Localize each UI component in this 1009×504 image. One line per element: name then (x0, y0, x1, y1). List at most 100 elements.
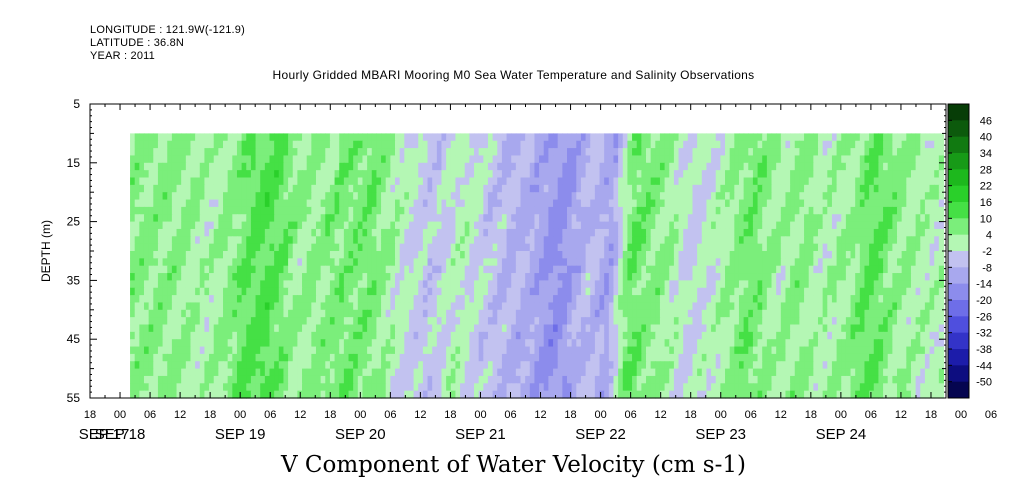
heatmap-cell (408, 236, 415, 245)
heatmap-cell (673, 309, 680, 318)
heatmap-cell (776, 273, 782, 281)
heatmap-cell (836, 309, 842, 318)
heatmap-cell (353, 331, 359, 340)
heatmap-cell (776, 302, 782, 311)
heatmap-cell (641, 199, 647, 208)
heatmap-cell (608, 148, 615, 157)
heatmap-cell (525, 133, 531, 142)
heatmap-cell (302, 228, 308, 237)
heatmap-cell (659, 331, 666, 340)
heatmap-cell (608, 177, 615, 186)
heatmap-cell (474, 162, 480, 171)
heatmap-cell (176, 162, 182, 171)
heatmap-cell (553, 162, 559, 171)
heatmap-cell (325, 265, 331, 274)
heatmap-cell (367, 339, 373, 348)
heatmap-cell (525, 280, 531, 289)
heatmap-cell (725, 309, 731, 318)
heatmap-cell (492, 265, 498, 274)
heatmap-cell (329, 206, 336, 215)
heatmap-cell (901, 287, 907, 296)
heatmap-cell (850, 199, 856, 208)
heatmap-cell (934, 214, 940, 223)
heatmap-cell (288, 339, 294, 348)
heatmap-cell (669, 155, 675, 164)
heatmap-cell (455, 184, 461, 193)
heatmap-cell (650, 133, 656, 142)
heatmap-cell (850, 236, 856, 245)
heatmap-cell (841, 331, 847, 340)
heatmap-cell (199, 199, 206, 208)
heatmap-cell (474, 236, 480, 245)
heatmap-cell (190, 228, 196, 237)
heatmap-cell (376, 251, 382, 259)
heatmap-cell (659, 309, 666, 318)
heatmap-cell (827, 162, 833, 171)
heatmap-cell (901, 192, 907, 201)
heatmap-cell (157, 206, 164, 215)
heatmap-cell (232, 214, 238, 223)
heatmap-cell (371, 162, 378, 171)
heatmap-cell (148, 258, 154, 267)
heatmap-cell (673, 243, 680, 252)
heatmap-cell (209, 258, 215, 267)
heatmap-cell (446, 140, 452, 149)
heatmap-cell (143, 170, 150, 179)
heatmap-cell (557, 280, 563, 289)
heatmap-cell (204, 273, 210, 281)
heatmap-cell (608, 199, 615, 208)
heatmap-cell (297, 162, 303, 171)
heatmap-cell (450, 199, 457, 208)
heatmap-cell (906, 148, 912, 157)
heatmap-cell (594, 199, 601, 208)
heatmap-cell (255, 339, 261, 348)
heatmap-cell (176, 170, 182, 179)
heatmap-cell (464, 280, 470, 289)
heatmap-cell (627, 228, 633, 237)
heatmap-cell (883, 251, 889, 259)
heatmap-cell (274, 339, 280, 348)
heatmap-cell (650, 221, 656, 230)
heatmap-cell (841, 170, 847, 179)
heatmap-cell (204, 148, 210, 157)
heatmap-cell (371, 324, 378, 333)
heatmap-cell (697, 221, 703, 230)
heatmap-cell (274, 287, 280, 296)
heatmap-cell (869, 331, 875, 340)
heatmap-cell (167, 133, 173, 142)
heatmap-cell (367, 214, 373, 223)
heatmap-cell (334, 140, 340, 149)
heatmap-cell (269, 228, 275, 237)
heatmap-cell (548, 265, 554, 274)
heatmap-cell (539, 140, 545, 149)
heatmap-cell (334, 265, 340, 274)
heatmap-cell (771, 140, 777, 149)
heatmap-cell (929, 170, 935, 179)
heatmap-cell (869, 199, 875, 208)
heatmap-cell (413, 155, 419, 164)
heatmap-cell (887, 140, 893, 149)
heatmap-cell (432, 184, 438, 193)
heatmap-cell (678, 214, 684, 223)
heatmap-cell (529, 148, 536, 157)
heatmap-cell (725, 280, 731, 289)
heatmap-cell (385, 258, 391, 267)
heatmap-cell (334, 184, 340, 193)
heatmap-cell (385, 295, 391, 304)
heatmap-cell (738, 295, 745, 304)
heatmap-cell (264, 295, 271, 304)
heatmap-cell (185, 265, 192, 274)
heatmap-cell (599, 148, 605, 157)
heatmap-cell (255, 287, 261, 296)
heatmap-cell (227, 251, 233, 259)
heatmap-cell (697, 155, 703, 164)
heatmap-cell (678, 251, 684, 259)
heatmap-cell (748, 221, 754, 230)
heatmap-cell (195, 206, 201, 215)
heatmap-cell (613, 331, 619, 340)
heatmap-cell (455, 251, 461, 259)
heatmap-cell (515, 170, 522, 179)
heatmap-cell (464, 162, 470, 171)
heatmap-cell (934, 236, 940, 245)
heatmap-cell (487, 302, 494, 311)
